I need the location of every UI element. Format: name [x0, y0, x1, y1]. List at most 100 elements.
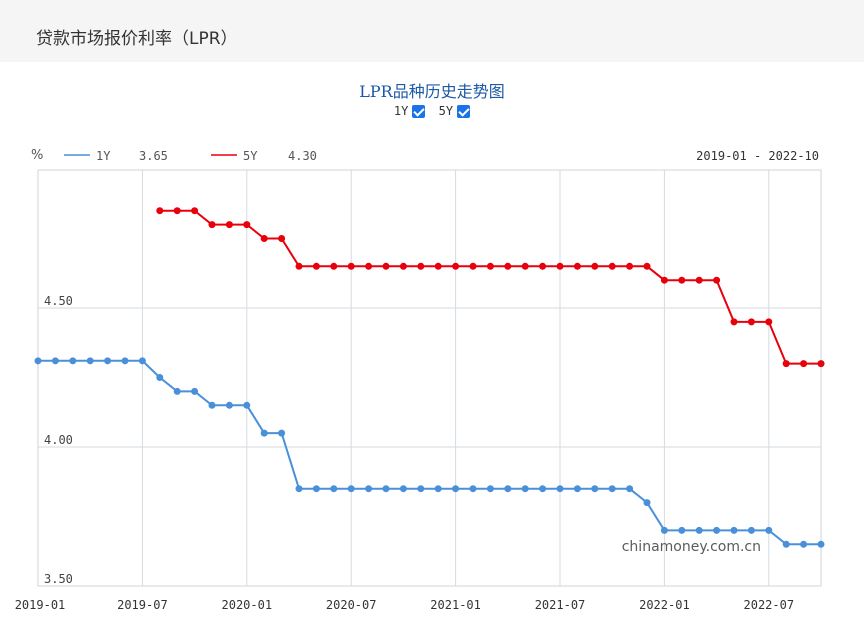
- data-point-5y[interactable]: [800, 360, 808, 368]
- data-point-1y[interactable]: [34, 357, 42, 365]
- data-point-5y[interactable]: [782, 360, 790, 368]
- data-point-1y[interactable]: [678, 526, 686, 534]
- toggle-1y-checkbox[interactable]: [412, 104, 426, 118]
- date-range[interactable]: 2019-01 - 2022-10: [696, 149, 819, 163]
- data-point-5y[interactable]: [295, 262, 303, 270]
- data-point-1y[interactable]: [539, 485, 547, 493]
- data-point-1y[interactable]: [747, 526, 755, 534]
- data-point-1y[interactable]: [121, 357, 129, 365]
- data-point-5y[interactable]: [643, 262, 651, 270]
- data-point-1y[interactable]: [295, 485, 303, 493]
- data-point-5y[interactable]: [156, 207, 164, 215]
- data-point-1y[interactable]: [51, 357, 59, 365]
- data-point-1y[interactable]: [365, 485, 373, 493]
- data-point-1y[interactable]: [660, 526, 668, 534]
- data-point-5y[interactable]: [556, 262, 564, 270]
- data-point-1y[interactable]: [382, 485, 390, 493]
- data-point-1y[interactable]: [208, 401, 216, 409]
- data-point-1y[interactable]: [486, 485, 494, 493]
- data-point-5y[interactable]: [173, 207, 181, 215]
- data-point-1y[interactable]: [347, 485, 355, 493]
- x-tick-label: 2021-07: [535, 598, 586, 612]
- data-point-5y[interactable]: [608, 262, 616, 270]
- data-point-5y[interactable]: [365, 262, 373, 270]
- data-point-5y[interactable]: [347, 262, 355, 270]
- data-point-5y[interactable]: [626, 262, 634, 270]
- series-toggles: 1Y 5Y: [0, 104, 864, 118]
- data-point-1y[interactable]: [573, 485, 581, 493]
- data-point-5y[interactable]: [573, 262, 581, 270]
- y-tick-label: 4.00: [44, 433, 73, 447]
- data-point-1y[interactable]: [730, 526, 738, 534]
- data-point-1y[interactable]: [817, 540, 825, 548]
- data-point-1y[interactable]: [260, 429, 268, 437]
- x-tick-label: 2021-01: [430, 598, 481, 612]
- data-point-5y[interactable]: [278, 235, 286, 242]
- data-point-5y[interactable]: [521, 262, 529, 270]
- data-point-5y[interactable]: [730, 318, 738, 326]
- data-point-5y[interactable]: [330, 262, 338, 270]
- data-point-1y[interactable]: [312, 485, 320, 493]
- data-point-5y[interactable]: [591, 262, 599, 270]
- data-point-5y[interactable]: [434, 262, 442, 270]
- data-point-1y[interactable]: [556, 485, 564, 493]
- data-point-5y[interactable]: [469, 262, 477, 270]
- toggle-5y-label: 5Y: [438, 104, 454, 118]
- data-point-5y[interactable]: [417, 262, 425, 270]
- data-point-1y[interactable]: [452, 485, 460, 493]
- data-point-5y[interactable]: [660, 276, 668, 284]
- data-point-5y[interactable]: [260, 235, 268, 242]
- data-point-1y[interactable]: [417, 485, 425, 493]
- data-point-1y[interactable]: [469, 485, 477, 493]
- data-point-1y[interactable]: [434, 485, 442, 493]
- data-point-5y[interactable]: [312, 262, 320, 270]
- data-point-5y[interactable]: [765, 318, 773, 326]
- data-point-5y[interactable]: [504, 262, 512, 270]
- data-point-1y[interactable]: [191, 387, 199, 395]
- data-point-1y[interactable]: [765, 526, 773, 534]
- data-point-1y[interactable]: [278, 429, 286, 437]
- data-point-5y[interactable]: [191, 207, 199, 215]
- data-point-1y[interactable]: [695, 526, 703, 534]
- data-point-1y[interactable]: [608, 485, 616, 493]
- data-point-5y[interactable]: [399, 262, 407, 270]
- data-point-5y[interactable]: [243, 221, 251, 229]
- data-point-1y[interactable]: [225, 401, 233, 409]
- toggle-5y-checkbox[interactable]: [457, 104, 471, 118]
- data-point-1y[interactable]: [782, 540, 790, 548]
- data-point-1y[interactable]: [800, 540, 808, 548]
- data-point-1y[interactable]: [156, 374, 164, 381]
- data-point-1y[interactable]: [69, 357, 77, 365]
- x-tick-label: 2020-07: [326, 598, 377, 612]
- data-point-5y[interactable]: [678, 276, 686, 284]
- series-layer: [34, 207, 825, 548]
- legend-5y[interactable]: 5Y 4.30: [211, 149, 317, 163]
- data-point-1y[interactable]: [243, 401, 251, 409]
- data-point-1y[interactable]: [713, 526, 721, 534]
- data-point-5y[interactable]: [695, 276, 703, 284]
- data-point-1y[interactable]: [626, 485, 634, 493]
- data-point-5y[interactable]: [817, 360, 825, 368]
- data-point-5y[interactable]: [208, 221, 216, 229]
- data-point-5y[interactable]: [452, 262, 460, 270]
- toggle-1y[interactable]: 1Y: [394, 104, 426, 118]
- data-point-1y[interactable]: [330, 485, 338, 493]
- data-point-1y[interactable]: [138, 357, 146, 365]
- legend-1y[interactable]: 1Y 3.65: [64, 149, 168, 163]
- data-point-5y[interactable]: [486, 262, 494, 270]
- data-point-5y[interactable]: [539, 262, 547, 270]
- data-point-5y[interactable]: [747, 318, 755, 326]
- data-point-1y[interactable]: [504, 485, 512, 493]
- data-point-1y[interactable]: [591, 485, 599, 493]
- data-point-1y[interactable]: [643, 499, 651, 507]
- data-point-1y[interactable]: [173, 387, 181, 395]
- data-point-1y[interactable]: [521, 485, 529, 493]
- data-point-5y[interactable]: [225, 221, 233, 229]
- data-point-1y[interactable]: [104, 357, 112, 365]
- data-point-1y[interactable]: [86, 357, 94, 365]
- data-point-5y[interactable]: [713, 276, 721, 284]
- toggle-5y[interactable]: 5Y: [438, 104, 471, 118]
- data-point-1y[interactable]: [399, 485, 407, 493]
- legend-1y-value: 3.65: [139, 149, 168, 163]
- data-point-5y[interactable]: [382, 262, 390, 270]
